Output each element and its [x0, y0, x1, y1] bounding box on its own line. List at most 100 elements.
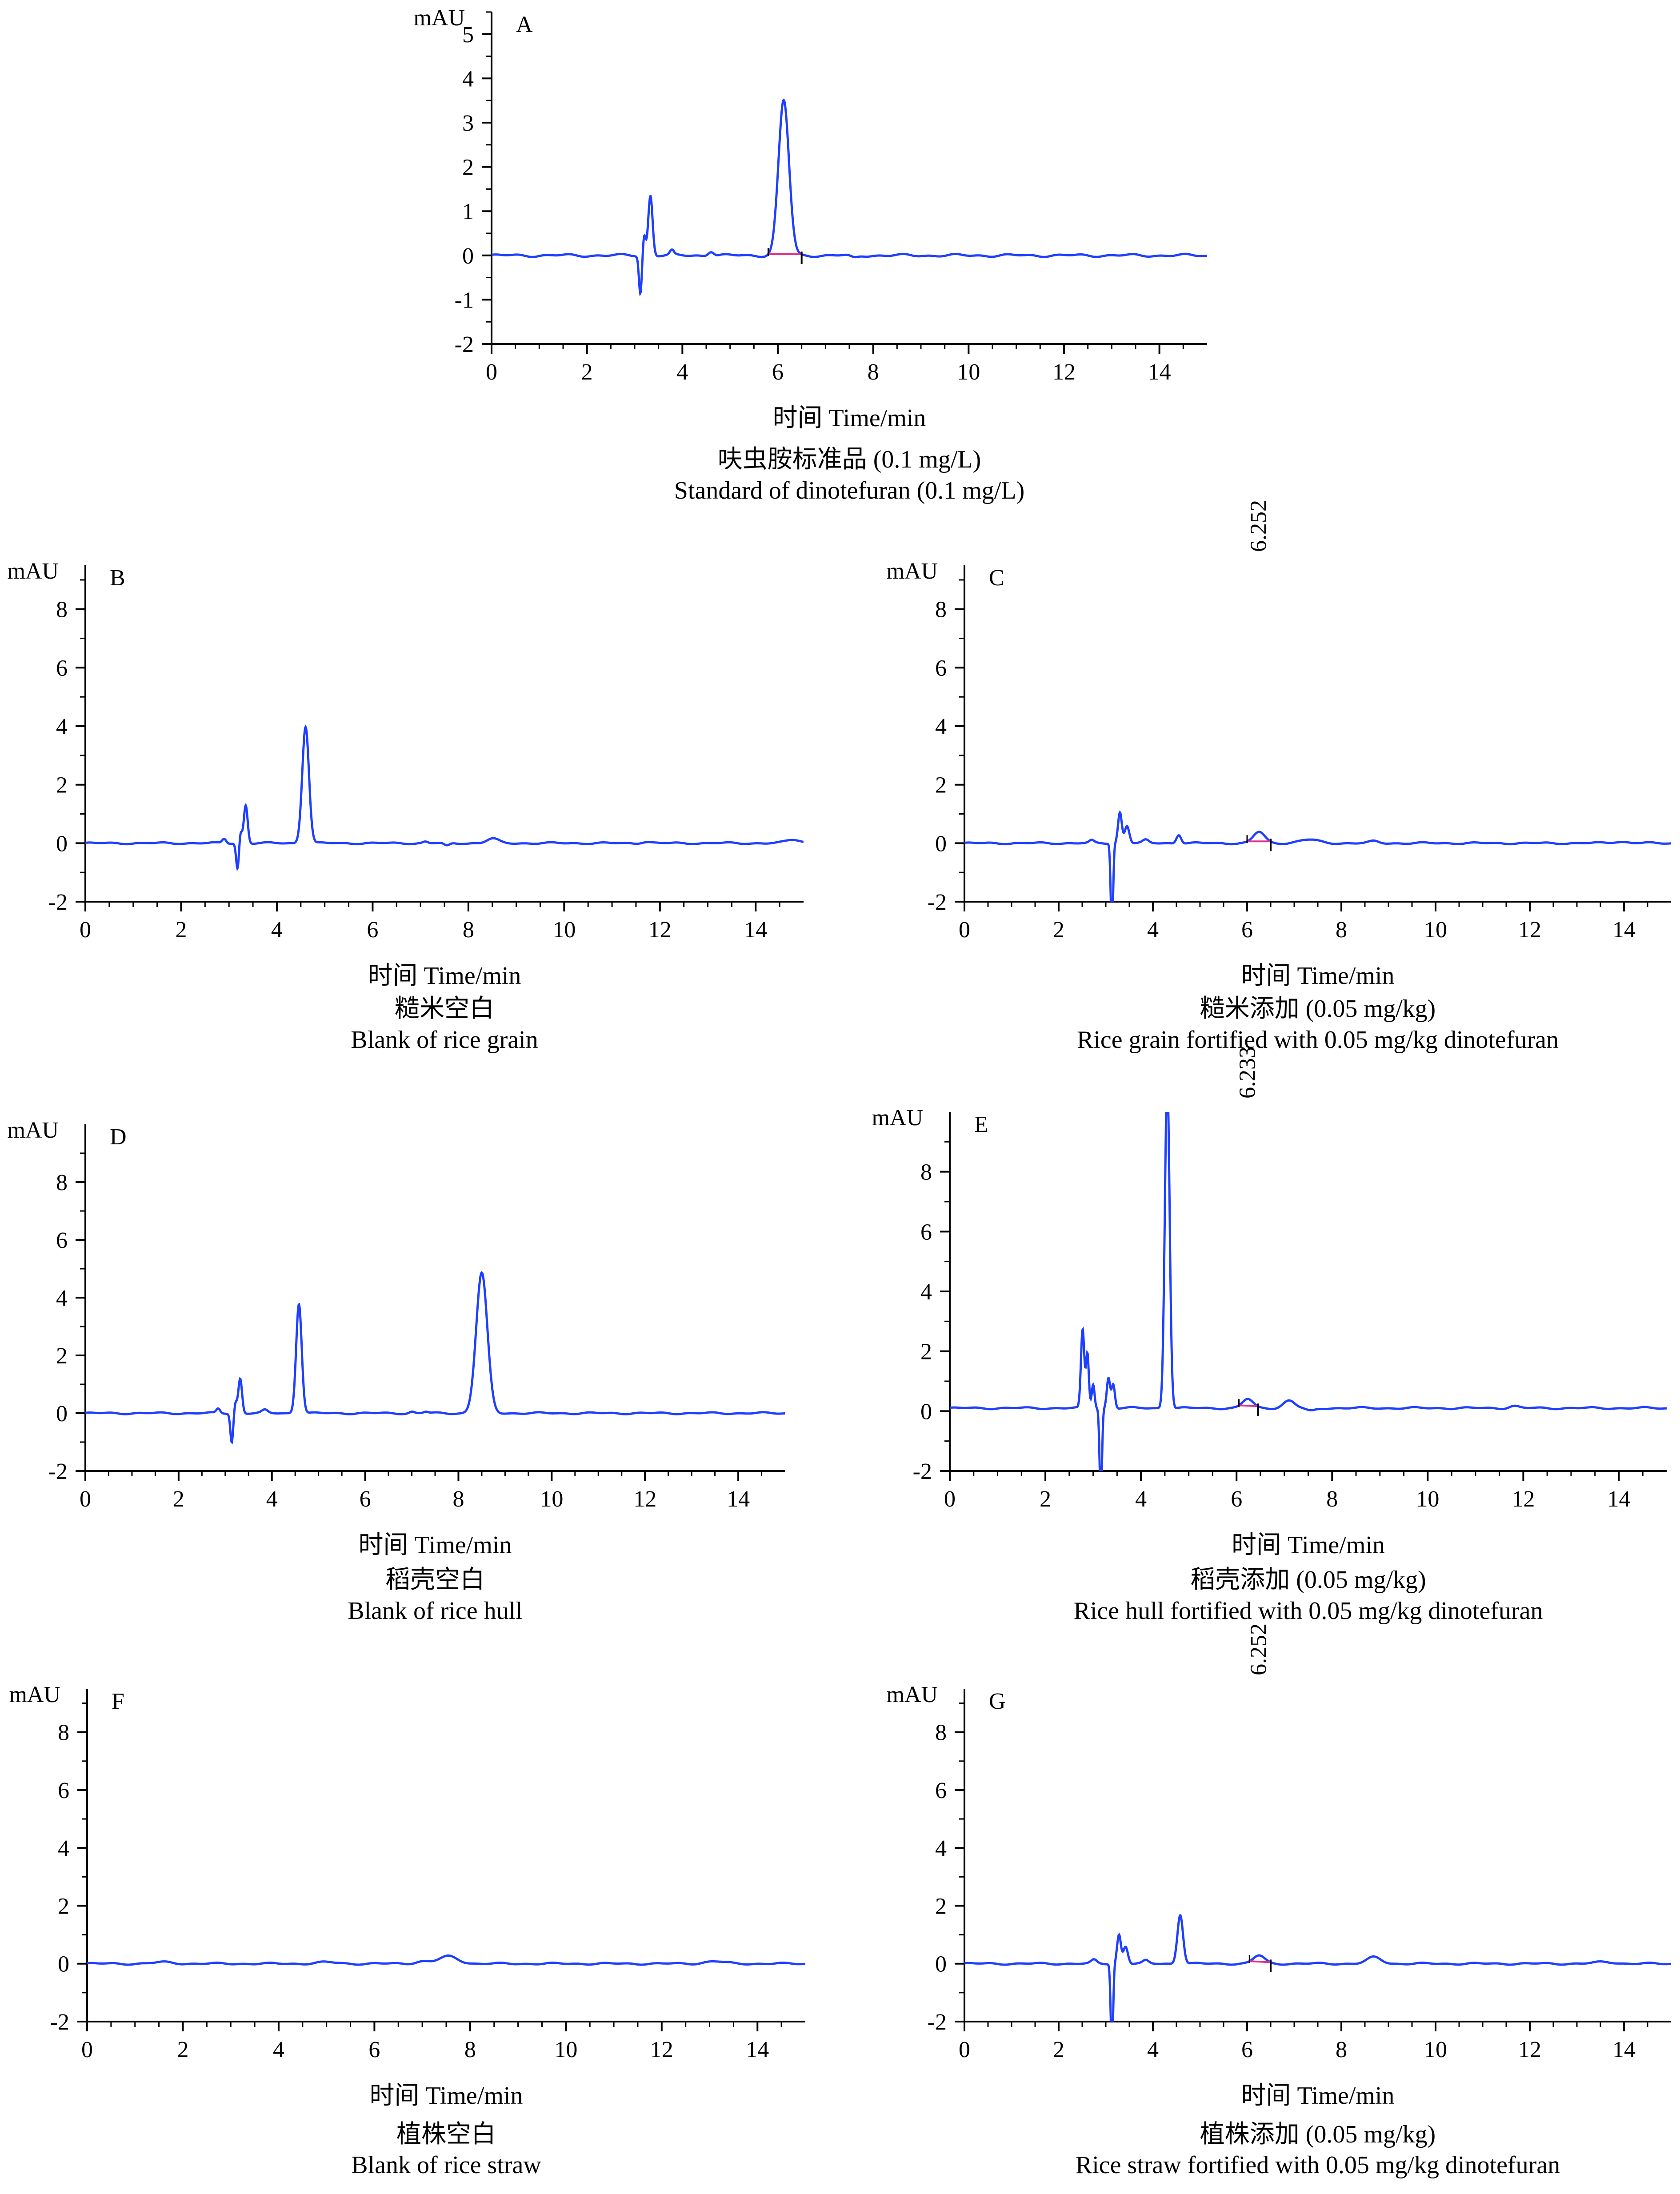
x-tick-label: 4: [1147, 917, 1159, 943]
y-tick-label: 1: [462, 199, 474, 224]
x-tick-label: 8: [464, 2037, 476, 2062]
caption-chinese: 植株空白: [396, 2121, 496, 2148]
y-axis-label: mAU: [872, 1105, 923, 1131]
caption-chinese: 糙米空白: [395, 995, 494, 1023]
panel-b: -2 0 2 4 6 8 0 2 4 6 8 10 12 14 mAU B 时间 Time/min 糙米空白 Bla…: [7, 559, 804, 1054]
x-tick-label: 12: [1052, 360, 1076, 385]
x-tick-label: 6: [1231, 1487, 1242, 1512]
y-tick-label: 0: [935, 831, 947, 856]
x-tick-label: 12: [1518, 917, 1541, 943]
panel-letter: A: [516, 12, 533, 37]
y-tick-label: 0: [58, 1952, 69, 1977]
panel-d: -2 0 2 4 6 8 0 2 4 6 8 10 12 14 mAU D 时间 Time/min 稻壳空白 Bla…: [7, 1118, 785, 1625]
caption-english: Standard of dinotefuran (0.1 mg/L): [674, 477, 1024, 504]
caption-chinese: 稻壳空白: [385, 1566, 485, 1594]
y-axis-label: mAU: [886, 1682, 938, 1707]
x-tick-label: 6: [772, 360, 784, 385]
caption-english: Blank of rice grain: [351, 1026, 538, 1054]
x-tick-label: 4: [273, 2037, 284, 2062]
x-tick-label: 14: [1148, 360, 1171, 385]
x-axis-label: 时间 Time/min: [773, 404, 926, 432]
chromatogram-trace: [964, 810, 1671, 902]
y-tick-label: 6: [935, 655, 947, 681]
x-tick-label: 4: [266, 1487, 278, 1512]
chromatogram-trace: [87, 1954, 805, 1966]
x-axis-label: 时间 Time/min: [359, 1531, 512, 1559]
y-tick-label: 4: [935, 714, 947, 739]
y-tick-label: 6: [56, 1228, 68, 1253]
y-tick-label: 0: [935, 1952, 947, 1977]
y-tick-label: 6: [935, 1778, 947, 1803]
x-tick-label: 12: [1512, 1487, 1535, 1512]
x-axis-label: 时间 Time/min: [1241, 2082, 1395, 2110]
caption-chinese: 呋虫胺标准品 (0.1 mg/L): [718, 446, 981, 473]
y-tick-label: 4: [56, 714, 68, 739]
caption-chinese: 糙米添加 (0.05 mg/kg): [1200, 995, 1436, 1023]
panel-letter: G: [989, 1689, 1006, 1714]
x-tick-label: 2: [1040, 1487, 1051, 1512]
integration-baseline: [1249, 1960, 1271, 1963]
x-tick-label: 6: [1241, 917, 1253, 943]
x-tick-label: 4: [676, 360, 688, 385]
y-tick-label: 0: [56, 1401, 68, 1427]
y-tick-label: 4: [462, 66, 474, 92]
x-axis-label: 时间 Time/min: [368, 962, 521, 990]
x-tick-label: 0: [486, 360, 497, 385]
y-tick-label: 2: [920, 1339, 932, 1365]
x-tick-label: 6: [360, 1487, 371, 1512]
x-tick-label: 0: [80, 1487, 91, 1512]
y-tick-label: 8: [935, 1720, 947, 1746]
caption-chinese: 稻壳添加 (0.05 mg/kg): [1190, 1566, 1426, 1594]
x-tick-label: 8: [1326, 1487, 1338, 1512]
caption-english: Rice grain fortified with 0.05 mg/kg din…: [1077, 1026, 1559, 1054]
x-axis-label: 时间 Time/min: [370, 2082, 523, 2110]
caption-english: Blank of rice straw: [351, 2151, 541, 2179]
y-tick-label: 2: [56, 773, 68, 798]
peak-retention-label: 6.252: [1246, 1623, 1272, 1675]
x-tick-label: 4: [1147, 2037, 1159, 2062]
y-tick-label: -2: [48, 1459, 68, 1484]
x-tick-label: 0: [80, 917, 91, 943]
x-tick-label: 12: [648, 917, 672, 943]
x-tick-label: 14: [727, 1487, 750, 1512]
y-tick-label: 4: [56, 1286, 68, 1311]
panel-letter: F: [112, 1689, 124, 1714]
x-tick-label: 6: [368, 2037, 380, 2062]
x-tick-label: 8: [1336, 2037, 1347, 2062]
x-tick-label: 2: [1053, 917, 1064, 943]
y-tick-label: 2: [935, 773, 947, 798]
integration-baseline: [1239, 1404, 1258, 1407]
panel-letter: B: [110, 565, 125, 591]
x-tick-label: 2: [175, 917, 187, 943]
chromatogram-trace: [950, 1112, 1667, 1471]
x-tick-label: 14: [1612, 2037, 1636, 2062]
x-tick-label: 0: [959, 2037, 970, 2062]
y-tick-label: 2: [462, 155, 474, 180]
x-tick-label: 4: [1135, 1487, 1147, 1512]
panel-letter: D: [110, 1124, 127, 1150]
caption-english: Blank of rice hull: [348, 1597, 522, 1625]
x-tick-label: 8: [868, 360, 879, 385]
panel-letter: C: [989, 565, 1004, 591]
x-tick-label: 2: [177, 2037, 188, 2062]
y-tick-label: 6: [920, 1219, 932, 1245]
y-tick-label: 6: [56, 655, 68, 681]
x-tick-label: 12: [650, 2037, 673, 2062]
chromatogram-trace: [492, 98, 1207, 297]
x-tick-label: 10: [540, 1487, 563, 1512]
x-tick-label: 2: [1053, 2037, 1064, 2062]
x-tick-label: 12: [633, 1487, 656, 1512]
x-tick-label: 0: [81, 2037, 93, 2062]
panel-c: -2 0 2 4 6 8 0 2 4 6 8 10 12 14 mAU C 时间 Time/min 糙米添加 (0…: [886, 500, 1671, 1054]
x-tick-label: 8: [1336, 917, 1347, 943]
panel-g: -2 0 2 4 6 8 0 2 4 6 8 10 12 14 mAU G 时间 Time/min 植株添加 (0…: [886, 1623, 1671, 2179]
chromatogram-trace: [85, 1271, 785, 1445]
x-tick-label: 10: [957, 360, 980, 385]
caption-english: Rice straw fortified with 0.05 mg/kg din…: [1076, 2151, 1560, 2179]
x-axis-label: 时间 Time/min: [1241, 962, 1395, 990]
y-tick-label: 2: [56, 1343, 68, 1369]
peak-retention-label: 6.252: [1246, 500, 1272, 552]
y-tick-label: 4: [58, 1836, 69, 1861]
x-tick-label: 10: [1416, 1487, 1439, 1512]
